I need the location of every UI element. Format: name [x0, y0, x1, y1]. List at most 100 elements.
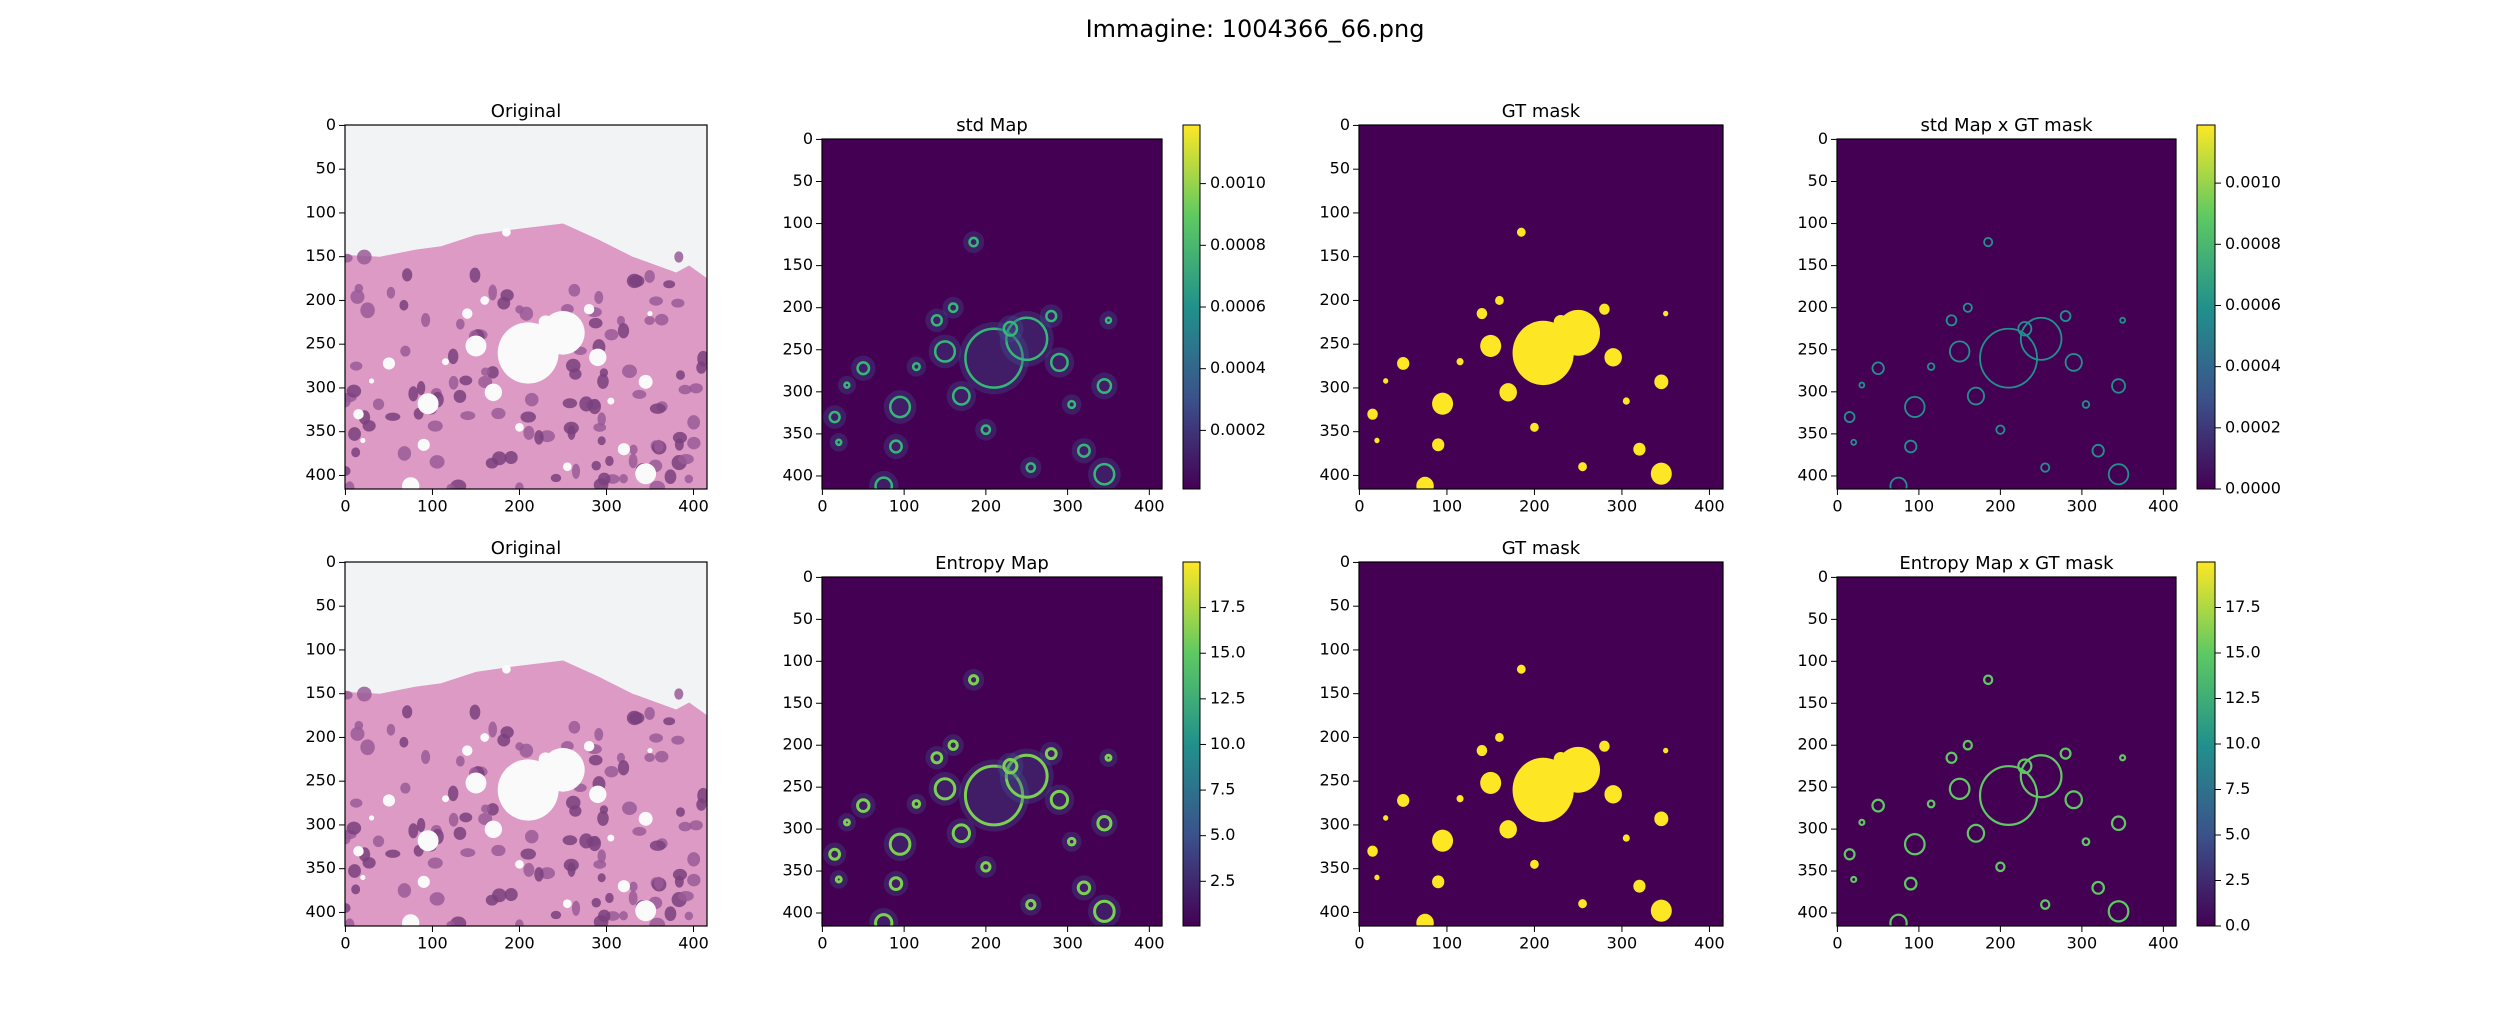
- mask-blob: [1416, 913, 1434, 926]
- ring: [1004, 753, 1049, 799]
- haze: [883, 871, 909, 897]
- x-tick-label: 300: [591, 934, 622, 953]
- x-tick-label: 0: [340, 934, 350, 953]
- y-tick-label: 100: [782, 213, 813, 232]
- background: [1837, 577, 2176, 926]
- nucleus: [453, 826, 467, 840]
- y-tick-label: 400: [1319, 465, 1350, 484]
- y-tick-label: 50: [1330, 596, 1350, 615]
- haze: [1061, 394, 1082, 415]
- nucleus: [362, 857, 376, 869]
- nucleus: [345, 918, 355, 926]
- nucleus: [486, 366, 499, 379]
- colorbar-tick-label: 0.0006: [1210, 297, 1266, 316]
- mask-blob: [1374, 874, 1380, 881]
- y-tick-label: 50: [1808, 609, 1828, 628]
- vacuole: [417, 393, 439, 415]
- nucleus: [456, 755, 465, 767]
- ring: [2019, 754, 2063, 799]
- vacuole: [538, 315, 553, 330]
- mask-blob: [1367, 408, 1378, 420]
- haze: [883, 433, 909, 460]
- colorbar-tick-label: 17.5: [1210, 597, 1246, 616]
- nucleus: [632, 826, 647, 836]
- nucleus: [597, 373, 609, 389]
- nucleus: [664, 906, 677, 922]
- nucleus: [629, 275, 645, 288]
- nucleus: [497, 296, 511, 310]
- haze: [928, 772, 962, 806]
- ring: [1979, 327, 2038, 389]
- nucleus: [568, 283, 581, 297]
- y-tick-label: 0: [326, 552, 336, 571]
- mask-blob: [1633, 442, 1646, 456]
- nucleus: [397, 446, 412, 461]
- vacuole: [502, 664, 511, 674]
- axes-title: GT mask: [1502, 101, 1581, 122]
- vacuole: [462, 308, 473, 319]
- axes-frame: [344, 561, 708, 927]
- haze: [906, 356, 927, 377]
- ring: [1066, 836, 1077, 847]
- nucleus: [356, 249, 372, 265]
- ring: [2040, 899, 2051, 910]
- x-tick-label: 0: [1354, 497, 1364, 516]
- nucleus: [348, 864, 361, 878]
- ring: [2111, 378, 2126, 394]
- ring: [964, 327, 1024, 389]
- axes-title: Entropy Map x GT mask: [1899, 553, 2114, 574]
- nucleus: [687, 873, 701, 887]
- image: [822, 139, 1162, 489]
- y-tick-label: 250: [305, 771, 336, 790]
- x-tick-label: 200: [504, 497, 535, 516]
- colorbar-tick-label: 12.5: [1210, 688, 1246, 707]
- x-tick-label: 400: [678, 934, 709, 953]
- nucleus: [649, 403, 666, 414]
- y-tick-label: 400: [1797, 902, 1828, 921]
- colorbar-tick-label: 0.0004: [2225, 356, 2281, 375]
- vacuole: [402, 477, 420, 489]
- nucleus: [671, 298, 685, 308]
- y-tick-label: 250: [1319, 771, 1350, 790]
- ring: [1926, 362, 1936, 371]
- nucleus: [491, 844, 506, 857]
- y-tick-label: 200: [305, 290, 336, 309]
- ring: [951, 386, 971, 406]
- ring: [2040, 462, 2051, 473]
- image: [1359, 562, 1723, 926]
- nucleus: [523, 862, 535, 877]
- ring: [947, 302, 959, 314]
- ring: [1871, 361, 1885, 376]
- haze: [1091, 372, 1118, 400]
- nucleus: [400, 345, 411, 357]
- haze: [1088, 894, 1121, 926]
- nucleus: [579, 396, 594, 412]
- colorbar: [2196, 124, 2216, 490]
- axes-frame: [1836, 138, 2177, 490]
- x-tick-label: 300: [591, 497, 622, 516]
- haze: [997, 315, 1024, 343]
- y-tick-label: 350: [305, 421, 336, 440]
- ring: [1005, 316, 1049, 362]
- nucleus: [350, 289, 365, 304]
- vacuole: [417, 438, 430, 451]
- vacuole: [417, 830, 439, 852]
- ring: [1076, 880, 1092, 896]
- nucleus: [649, 296, 663, 306]
- vacuole: [360, 874, 366, 881]
- ring: [947, 739, 959, 751]
- vacuole: [617, 880, 630, 893]
- ring: [2091, 880, 2105, 895]
- nucleus: [351, 447, 361, 458]
- mask-blob: [1654, 811, 1669, 827]
- nucleus: [481, 804, 490, 814]
- x-tick-label: 200: [504, 934, 535, 953]
- y-tick-label: 300: [305, 377, 336, 396]
- ring: [874, 913, 894, 926]
- nucleus: [629, 712, 645, 725]
- haze: [1044, 347, 1075, 378]
- ring: [1889, 476, 1908, 489]
- nucleus: [360, 739, 375, 756]
- vacuole: [638, 374, 653, 389]
